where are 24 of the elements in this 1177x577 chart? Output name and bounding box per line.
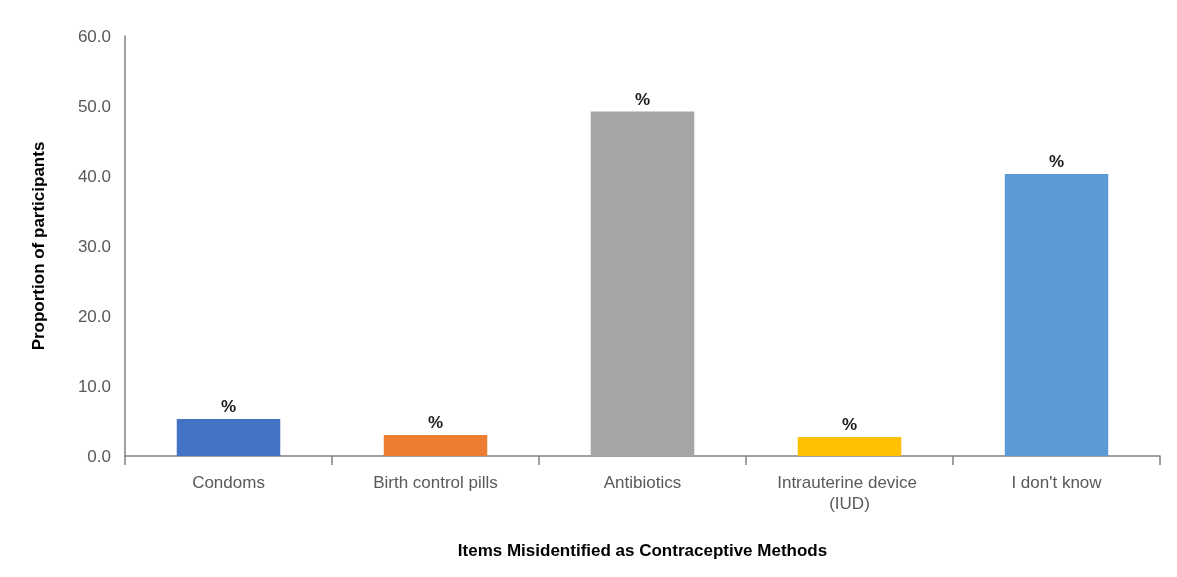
bar bbox=[1004, 173, 1109, 456]
y-tick-label: 60.0 bbox=[77, 26, 111, 46]
y-axis-title: Proportion of participants bbox=[29, 141, 48, 351]
y-tick-label: 50.0 bbox=[77, 96, 111, 116]
data-label: % bbox=[841, 415, 858, 435]
x-tick-label: Intrauterine device (IUD) bbox=[777, 473, 922, 513]
data-label: % bbox=[1048, 151, 1065, 171]
y-tick-label: 0.0 bbox=[87, 446, 111, 466]
y-tick-label: 20.0 bbox=[77, 306, 111, 326]
data-label: % bbox=[220, 396, 237, 416]
y-tick-label: 10.0 bbox=[77, 376, 111, 396]
data-label: % bbox=[427, 413, 444, 432]
bar bbox=[176, 418, 281, 456]
y-tick-label: 30.0 bbox=[77, 236, 111, 256]
x-tick-label: Birth control pills bbox=[373, 473, 498, 492]
x-tick-label: Antibiotics bbox=[603, 473, 682, 492]
x-axis-title: Items Misidentified as Contraceptive Methods bbox=[457, 541, 828, 560]
x-tick-label: Condoms bbox=[192, 473, 265, 492]
data-label: % bbox=[634, 89, 651, 109]
bar bbox=[590, 111, 695, 456]
y-tick-label: 40.0 bbox=[77, 166, 111, 186]
bar bbox=[383, 435, 488, 456]
x-tick-label: I don't know bbox=[1011, 473, 1103, 492]
bar bbox=[797, 437, 902, 456]
